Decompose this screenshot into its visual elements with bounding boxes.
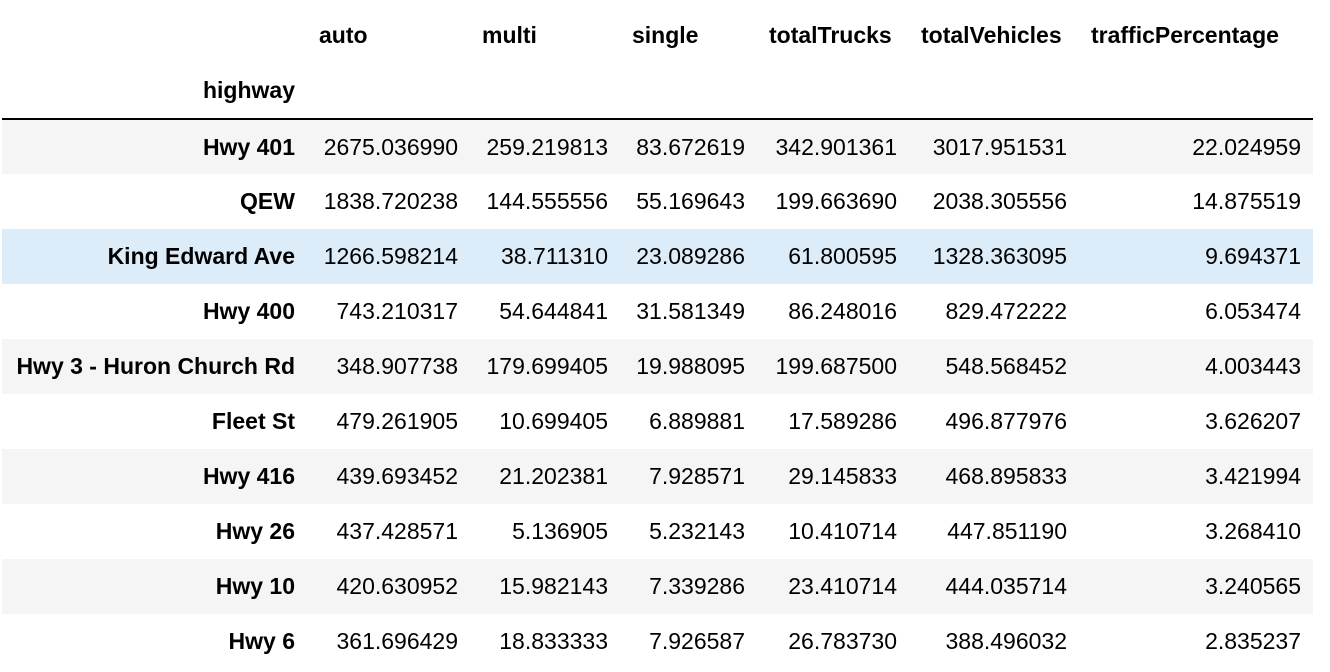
table-cell: 479.261905 bbox=[336, 408, 458, 434]
table-cell: 6.889881 bbox=[649, 408, 745, 434]
column-header: totalVehicles bbox=[921, 22, 1062, 48]
table-row: Hwy 416 439.693452 21.202381 7.928571 29.145… bbox=[2, 449, 1313, 504]
table-cell: 829.472222 bbox=[945, 298, 1067, 324]
row-index-label: QEW bbox=[240, 188, 295, 214]
table-cell: 10.699405 bbox=[499, 408, 608, 434]
table-cell: 259.219813 bbox=[470, 118, 620, 174]
row-index-label: Hwy 6 bbox=[228, 628, 295, 654]
table-cell: 3.421994 bbox=[1205, 463, 1301, 489]
table-cell: 439.693452 bbox=[336, 463, 458, 489]
table-cell: 7.926587 bbox=[649, 628, 745, 654]
table-cell: 3.240565 bbox=[1205, 573, 1301, 599]
table-cell: 447.851190 bbox=[947, 518, 1067, 544]
table-cell: 61.800595 bbox=[788, 243, 897, 269]
table-header: auto multi single totalTrucks totalVehic… bbox=[2, 8, 1313, 119]
table-cell: 26.783730 bbox=[788, 628, 897, 654]
table-cell: 468.895833 bbox=[945, 463, 1067, 489]
table-cell: 199.663690 bbox=[775, 188, 897, 214]
table-cell: 54.644841 bbox=[499, 298, 608, 324]
table-cell: 6.053474 bbox=[1205, 298, 1301, 324]
table-cell: 2.835237 bbox=[1205, 628, 1301, 654]
table-cell: 3.626207 bbox=[1205, 408, 1301, 434]
table-cell: 19.988095 bbox=[636, 353, 745, 379]
row-index-label: Hwy 3 - Huron Church Rd bbox=[16, 353, 295, 379]
table-cell: 29.145833 bbox=[788, 463, 897, 489]
table-cell: 420.630952 bbox=[336, 573, 458, 599]
column-header: trafficPercentage bbox=[1091, 22, 1279, 48]
table-cell: 444.035714 bbox=[945, 573, 1067, 599]
table-cell: 1328.363095 bbox=[932, 243, 1067, 269]
table-row: Fleet St 479.261905 10.699405 6.889881 17.58… bbox=[2, 394, 1313, 449]
table-cell: 5.136905 bbox=[512, 518, 608, 544]
table-cell: 1266.598214 bbox=[323, 243, 458, 269]
table-row: Hwy 10 420.630952 15.982143 7.339286 23.4107… bbox=[2, 559, 1313, 614]
table-cell: 22.024959 bbox=[1079, 118, 1313, 174]
table-cell: 9.694371 bbox=[1205, 243, 1301, 269]
row-index-label: Hwy 401 bbox=[2, 118, 307, 174]
table-row: King Edward Ave 1266.598214 38.711310 23.08… bbox=[2, 229, 1313, 284]
table-cell: 496.877976 bbox=[945, 408, 1067, 434]
index-name-label: highway bbox=[202, 77, 295, 103]
table-cell: 86.248016 bbox=[788, 298, 897, 324]
row-index-label: Fleet St bbox=[211, 408, 295, 434]
row-index-label: King Edward Ave bbox=[107, 243, 295, 269]
table-cell: 17.589286 bbox=[788, 408, 897, 434]
table-cell: 361.696429 bbox=[336, 628, 458, 654]
table-cell: 23.410714 bbox=[788, 573, 897, 599]
row-index-label: Hwy 416 bbox=[202, 463, 295, 489]
dataframe-table: auto multi single totalTrucks totalVehic… bbox=[2, 8, 1313, 669]
table-cell: 342.901361 bbox=[757, 118, 909, 174]
table-cell: 31.581349 bbox=[636, 298, 745, 324]
index-name-row: highway bbox=[2, 63, 1313, 119]
table-row: Hwy 6 361.696429 18.833333 7.926587 26.78373… bbox=[2, 614, 1313, 669]
table-cell: 5.232143 bbox=[649, 518, 745, 544]
column-header: multi bbox=[482, 22, 537, 48]
index-header-blank bbox=[2, 8, 307, 63]
table-row: QEW 1838.720238 144.555556 55.169643 199.663… bbox=[2, 174, 1313, 229]
table-cell: 21.202381 bbox=[499, 463, 608, 489]
table-row: Hwy 401 2675.036990 259.219813 83.672619 342… bbox=[2, 118, 1313, 174]
table-cell: 2038.305556 bbox=[932, 188, 1067, 214]
column-header: auto bbox=[319, 22, 368, 48]
column-header: single bbox=[632, 22, 699, 48]
table-cell: 3017.951531 bbox=[909, 118, 1079, 174]
row-index-label: Hwy 400 bbox=[202, 298, 295, 324]
table-cell: 548.568452 bbox=[945, 353, 1067, 379]
table-cell: 83.672619 bbox=[620, 118, 757, 174]
table-cell: 388.496032 bbox=[945, 628, 1067, 654]
table-cell: 179.699405 bbox=[486, 353, 608, 379]
row-index-label: Hwy 26 bbox=[215, 518, 295, 544]
table-cell: 144.555556 bbox=[486, 188, 608, 214]
table-cell: 2675.036990 bbox=[307, 118, 470, 174]
table-row: Hwy 3 - Huron Church Rd 348.907738 179.699… bbox=[2, 339, 1313, 394]
table-cell: 437.428571 bbox=[336, 518, 458, 544]
row-index-label: Hwy 10 bbox=[215, 573, 295, 599]
table-cell: 3.268410 bbox=[1205, 518, 1301, 544]
table-cell: 348.907738 bbox=[336, 353, 458, 379]
table-row: Hwy 26 437.428571 5.136905 5.232143 10.41071… bbox=[2, 504, 1313, 559]
table-cell: 55.169643 bbox=[636, 188, 745, 214]
table-body: Hwy 401 2675.036990 259.219813 83.672619 342… bbox=[2, 118, 1313, 669]
table-cell: 18.833333 bbox=[499, 628, 608, 654]
table-cell: 7.928571 bbox=[649, 463, 745, 489]
table-cell: 10.410714 bbox=[788, 518, 897, 544]
column-header-row: auto multi single totalTrucks totalVehic… bbox=[2, 8, 1313, 63]
table-cell: 38.711310 bbox=[500, 243, 608, 269]
table-cell: 7.339286 bbox=[649, 573, 745, 599]
table-cell: 23.089286 bbox=[636, 243, 745, 269]
table-cell: 743.210317 bbox=[336, 298, 458, 324]
table-cell: 15.982143 bbox=[499, 573, 608, 599]
table-row: Hwy 400 743.210317 54.644841 31.581349 86.24… bbox=[2, 284, 1313, 339]
table-cell: 14.875519 bbox=[1192, 188, 1301, 214]
table-cell: 199.687500 bbox=[775, 353, 897, 379]
table-cell: 4.003443 bbox=[1205, 353, 1301, 379]
table-cell: 1838.720238 bbox=[323, 188, 458, 214]
column-header: totalTrucks bbox=[769, 22, 892, 48]
